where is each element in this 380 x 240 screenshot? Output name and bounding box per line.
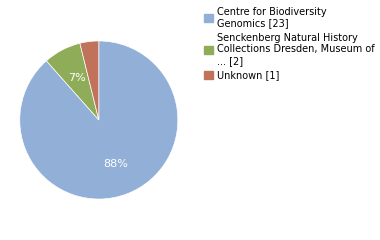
Wedge shape	[46, 43, 99, 120]
Wedge shape	[80, 41, 99, 120]
Text: 88%: 88%	[103, 159, 128, 169]
Wedge shape	[20, 41, 178, 199]
Legend: Centre for Biodiversity
Genomics [23], Senckenberg Natural History
Collections D: Centre for Biodiversity Genomics [23], S…	[203, 5, 377, 82]
Text: 7%: 7%	[68, 73, 86, 83]
